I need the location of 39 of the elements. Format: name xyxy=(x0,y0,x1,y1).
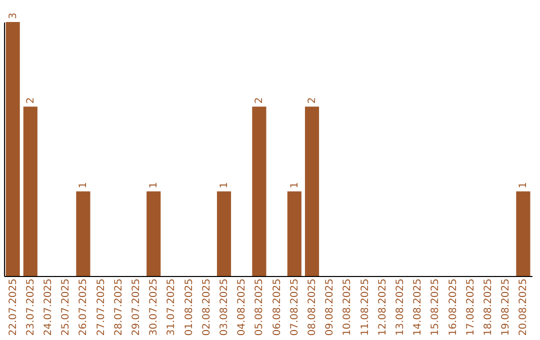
x-tick-label: 25.07.2025 xyxy=(60,278,72,336)
x-tick-label: 06.08.2025 xyxy=(272,278,283,336)
x-tick-label: 02.08.2025 xyxy=(201,278,212,336)
x-tick-label: 05.08.2025 xyxy=(254,278,266,336)
data-label: 1 xyxy=(78,182,90,188)
x-tick-label: 30.07.2025 xyxy=(148,278,160,336)
x-tick-label: 10.08.2025 xyxy=(342,278,354,336)
x-tick-label: 04.08.2025 xyxy=(236,278,248,336)
x-tick-label: 03.08.2025 xyxy=(219,278,230,336)
x-tick-label: 12.08.2025 xyxy=(377,278,388,336)
data-label: 1 xyxy=(518,182,530,188)
x-tick-label: 15.08.2025 xyxy=(430,278,442,336)
data-label: 2 xyxy=(254,97,266,104)
x-tick-label: 29.07.2025 xyxy=(131,278,142,336)
x-tick-label: 24.07.2025 xyxy=(43,278,54,336)
x-tick-label: 01.08.2025 xyxy=(184,278,195,336)
x-tick-label: 11.08.2025 xyxy=(360,278,371,336)
x-tick-label: 16.08.2025 xyxy=(448,278,459,336)
data-label: 1 xyxy=(219,182,230,188)
x-tick-label: 18.08.2025 xyxy=(483,278,494,336)
x-tick-label: 17.08.2025 xyxy=(465,278,476,336)
x-tick-label: 27.07.2025 xyxy=(96,278,107,336)
data-label: 1 xyxy=(289,182,300,188)
x-tick-label: 14.08.2025 xyxy=(412,278,424,336)
x-tick-label: 20.08.2025 xyxy=(518,278,530,336)
x-tick-label: 23.07.2025 xyxy=(25,278,36,336)
x-tick-label: 08.08.2025 xyxy=(307,278,318,336)
x-tick-label: 13.08.2025 xyxy=(395,278,406,336)
x-tick-label: 19.08.2025 xyxy=(500,278,512,336)
x-tick-label: 31.07.2025 xyxy=(166,278,178,336)
x-tick-label: 07.08.2025 xyxy=(289,278,300,336)
x-tick-label: 26.07.2025 xyxy=(78,278,90,336)
x-tick-label: 09.08.2025 xyxy=(324,278,336,336)
x-tick-label: 28.07.2025 xyxy=(113,278,124,336)
data-label: 2 xyxy=(25,97,36,104)
data-label: 1 xyxy=(148,182,160,188)
data-label: 3 xyxy=(8,12,19,19)
data-label: 2 xyxy=(307,97,318,104)
x-tick-label: 22.07.2025 xyxy=(8,278,19,336)
